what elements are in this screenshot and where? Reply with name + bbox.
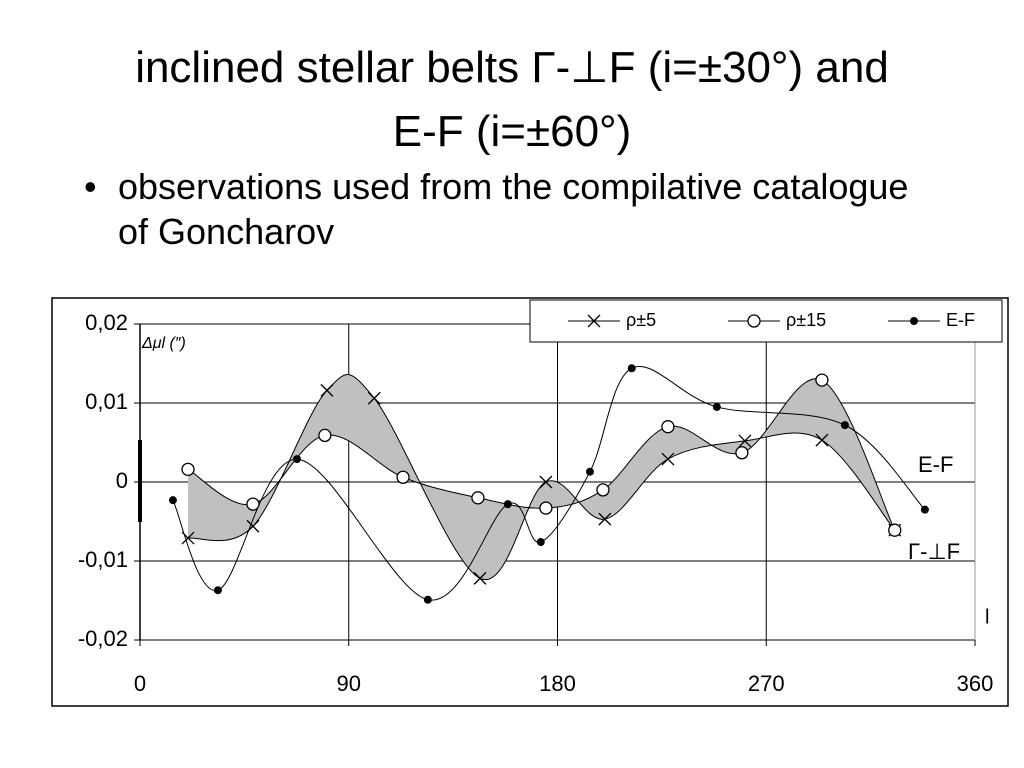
point-marker <box>318 428 332 443</box>
point-marker <box>367 391 381 405</box>
point-marker <box>539 475 553 489</box>
point-marker <box>598 512 612 526</box>
y-axis-label: Δμl (″) <box>141 335 186 352</box>
legend-marker <box>910 317 918 325</box>
slide-title: E-F (i=±60°) <box>392 107 632 156</box>
point-marker <box>181 462 195 477</box>
point-marker <box>320 383 334 397</box>
legend-label: E-F <box>946 310 975 330</box>
point-marker <box>661 420 675 434</box>
legend-label: ρ±15 <box>786 310 826 330</box>
point-marker <box>627 364 636 373</box>
x-tick-label: 270 <box>748 671 785 696</box>
y-tick-label: 0 <box>116 468 128 493</box>
point-marker <box>503 500 512 509</box>
point-marker <box>888 523 902 537</box>
point-marker <box>738 434 752 448</box>
point-marker <box>539 501 553 515</box>
x-tick-label: 360 <box>957 671 994 696</box>
y-tick-label: -0,02 <box>78 626 128 651</box>
point-marker <box>661 452 675 466</box>
point-marker <box>168 496 177 505</box>
annotation: E-F <box>918 452 953 477</box>
point-marker <box>396 470 410 484</box>
point-marker <box>815 433 829 447</box>
point-marker <box>181 531 195 545</box>
x-tick-label: 90 <box>337 671 361 696</box>
y-tick-label: -0,01 <box>78 547 128 572</box>
y-tick-label: 0,02 <box>85 310 128 335</box>
y-tick-label: 0,01 <box>85 389 128 414</box>
point-marker <box>471 491 485 505</box>
series-line <box>187 374 896 581</box>
legend-marker <box>747 314 761 328</box>
annotation: Γ-⊥F <box>908 539 960 564</box>
filled-band <box>188 374 895 580</box>
x-axis-label: l <box>985 606 989 628</box>
point-marker <box>246 497 260 511</box>
legend-marker <box>587 314 601 328</box>
point-marker <box>473 571 487 585</box>
point-marker <box>423 595 432 604</box>
point-marker <box>712 402 721 411</box>
point-marker <box>293 455 302 464</box>
point-marker <box>585 467 594 476</box>
bullet-dot: • <box>84 166 97 207</box>
point-marker <box>815 373 829 387</box>
point-marker <box>213 586 222 595</box>
point-marker <box>596 483 610 497</box>
point-marker <box>536 538 545 547</box>
x-tick-label: 0 <box>134 671 146 696</box>
slide-title: inclined stellar belts Γ-⊥F (i=±30°) and <box>135 43 889 92</box>
point-marker <box>840 421 849 430</box>
x-tick-label: 180 <box>539 671 576 696</box>
point-marker <box>920 505 929 514</box>
point-marker <box>735 446 749 460</box>
series-line <box>187 378 896 531</box>
point-marker <box>246 519 260 533</box>
bullet-text: observations used from the compilative c… <box>118 166 909 252</box>
legend-label: ρ±5 <box>626 310 656 330</box>
